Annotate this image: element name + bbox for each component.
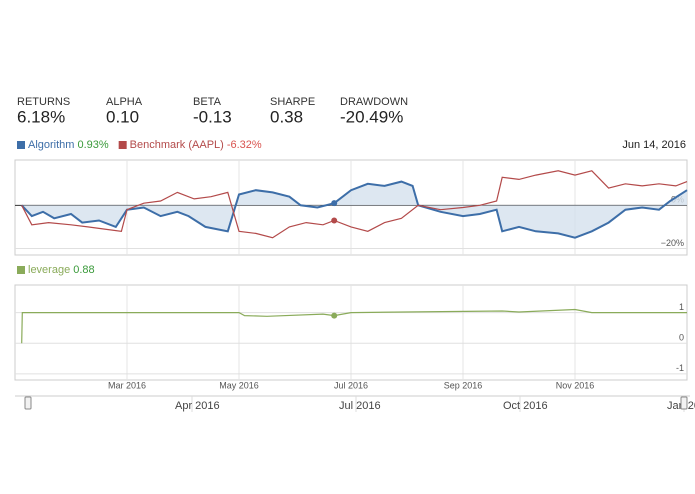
metric-value: 0.38 xyxy=(270,107,303,126)
metric-value: 0.10 xyxy=(106,107,139,126)
legend-swatch xyxy=(17,266,25,274)
navigator-handle xyxy=(680,396,688,410)
legend-name: Benchmark (AAPL) xyxy=(130,139,224,151)
area xyxy=(21,181,687,238)
navigator-handle xyxy=(24,396,32,410)
y-tick-label: -1 xyxy=(676,363,684,373)
x-tick-label: Nov 2016 xyxy=(556,380,595,390)
legend-name: leverage xyxy=(28,264,70,276)
hover-marker xyxy=(331,312,338,319)
metric-value: -0.13 xyxy=(193,107,232,126)
metric-value: -20.49% xyxy=(340,107,403,126)
series-line xyxy=(21,170,688,239)
x-tick-label: Jul 2016 xyxy=(334,380,368,390)
metric-label: SHARPE xyxy=(270,96,315,108)
navigator-label: Jul 2016 xyxy=(339,400,381,412)
date-label: Jun 14, 2016 xyxy=(622,139,686,151)
x-tick-label: Sep 2016 xyxy=(444,380,483,390)
hover-marker xyxy=(331,200,338,207)
navigator-label: Oct 2016 xyxy=(503,400,548,412)
legend-readout: 0.93% xyxy=(77,139,108,151)
series-line xyxy=(21,308,687,344)
hover-marker xyxy=(331,217,338,224)
y-tick-label: 0 xyxy=(679,333,684,343)
metric-label: DRAWDOWN xyxy=(340,96,408,108)
legend-readout: -6.32% xyxy=(227,139,262,151)
metric-label: ALPHA xyxy=(106,96,143,108)
legend-name: Algorithm xyxy=(28,139,74,151)
legend-swatch xyxy=(17,141,25,149)
y-tick-label: −20% xyxy=(661,238,684,248)
legend-swatch xyxy=(118,141,127,149)
x-tick-label: Mar 2016 xyxy=(108,380,146,390)
metric-value: 6.18% xyxy=(17,107,65,126)
navigator-label: Apr 2016 xyxy=(175,400,220,412)
x-tick-label: May 2016 xyxy=(219,380,259,390)
y-tick-label: 1 xyxy=(679,302,684,312)
series-line xyxy=(20,180,688,239)
metric-label: RETURNS xyxy=(17,96,70,108)
legend-readout: 0.88 xyxy=(73,264,94,276)
metric-label: BETA xyxy=(193,96,222,108)
